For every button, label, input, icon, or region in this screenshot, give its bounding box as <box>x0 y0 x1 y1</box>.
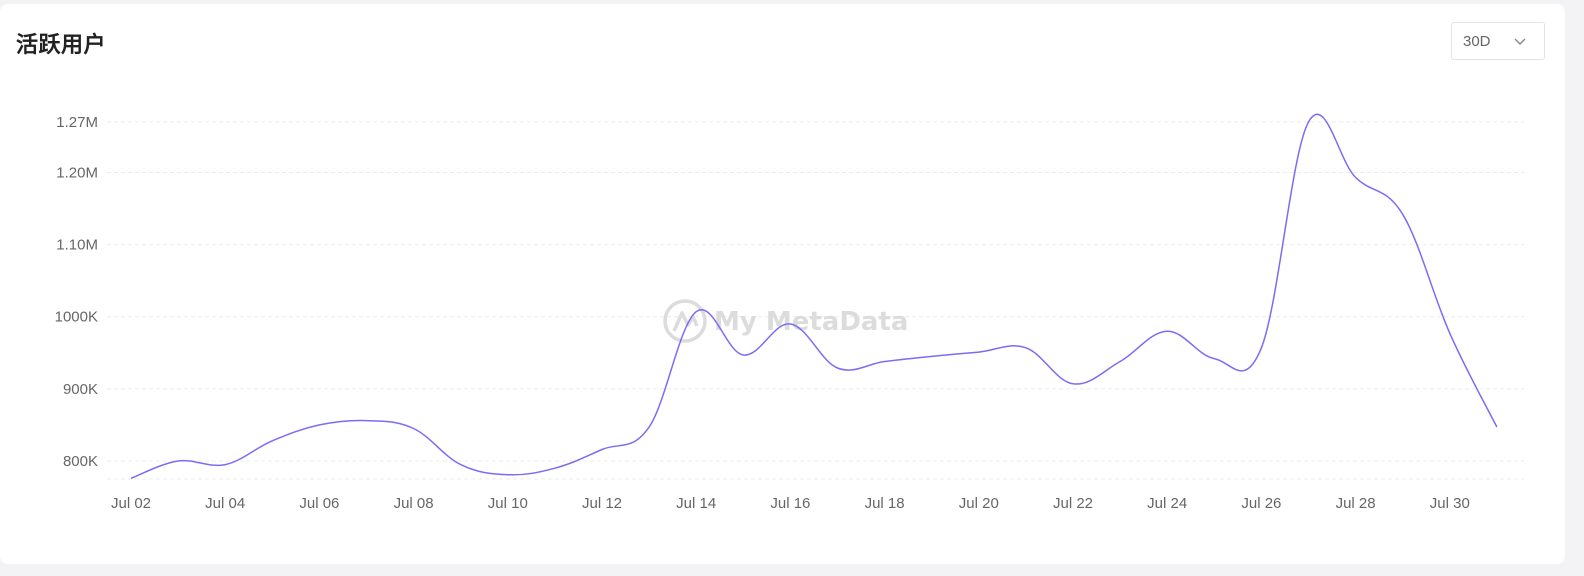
x-tick-label: Jul 14 <box>676 495 716 512</box>
data-point-jul-27[interactable] <box>1306 119 1312 125</box>
grid-lines <box>107 121 1524 480</box>
metadata-logo-icon <box>663 299 707 343</box>
watermark-text: My MetaData <box>714 307 908 337</box>
data-point-jul-28[interactable] <box>1353 175 1359 181</box>
y-tick-label: 1000K <box>55 309 98 326</box>
data-point-jul-26[interactable] <box>1258 345 1264 351</box>
data-point-jul-17[interactable] <box>835 365 841 371</box>
data-point-jul-16[interactable] <box>787 321 793 327</box>
x-tick-label: Jul 18 <box>865 495 905 512</box>
data-point-jul-22[interactable] <box>1070 381 1076 387</box>
data-point-jul-10[interactable] <box>505 472 511 478</box>
data-point-jul-13[interactable] <box>646 424 652 430</box>
data-point-jul-31[interactable] <box>1494 424 1500 430</box>
x-tick-label: Jul 28 <box>1336 495 1376 512</box>
data-point-jul-30[interactable] <box>1447 330 1453 336</box>
x-tick-label: Jul 26 <box>1241 495 1281 512</box>
x-tick-label: Jul 06 <box>299 495 339 512</box>
y-tick-label: 900K <box>63 381 98 398</box>
x-tick-label: Jul 02 <box>111 495 151 512</box>
data-point-jul-12[interactable] <box>599 446 605 452</box>
data-point-jul-06[interactable] <box>316 422 322 428</box>
y-tick-label: 1.10M <box>56 237 98 254</box>
y-tick-label: 1.20M <box>56 164 98 181</box>
data-point-jul-05[interactable] <box>269 438 275 444</box>
x-tick-label: Jul 12 <box>582 495 622 512</box>
time-range-select[interactable]: 30D <box>1451 22 1545 60</box>
data-point-jul-07[interactable] <box>364 418 370 424</box>
data-point-jul-14[interactable] <box>693 309 699 315</box>
data-point-jul-25[interactable] <box>1211 356 1217 362</box>
x-tick-label: Jul 04 <box>205 495 245 512</box>
data-point-jul-03[interactable] <box>175 458 181 464</box>
x-tick-label: Jul 22 <box>1053 495 1093 512</box>
x-tick-label: Jul 30 <box>1430 495 1470 512</box>
x-axis-ticks: Jul 02 Jul 04 Jul 06 Jul 08 Jul 10 Jul 12 Jul … <box>111 495 1470 512</box>
data-point-jul-02[interactable] <box>128 475 134 481</box>
active-users-line <box>130 113 1498 480</box>
data-point-jul-15[interactable] <box>740 352 746 358</box>
time-range-value: 30D <box>1463 33 1491 50</box>
x-tick-label: Jul 24 <box>1147 495 1187 512</box>
chart-title: 活跃用户 <box>16 33 107 58</box>
y-tick-label: 1.27M <box>56 114 98 131</box>
x-tick-label: Jul 20 <box>959 495 999 512</box>
data-point-jul-24[interactable] <box>1164 328 1170 334</box>
data-point-jul-29[interactable] <box>1400 211 1406 217</box>
data-point-jul-18[interactable] <box>882 358 888 364</box>
data-point-jul-23[interactable] <box>1117 358 1123 364</box>
data-point-jul-09[interactable] <box>458 462 464 468</box>
y-tick-label: 800K <box>63 453 98 470</box>
y-axis-ticks: 800K 900K 1000K 1.10M 1.20M 1.27M <box>55 114 98 470</box>
x-tick-label: Jul 16 <box>770 495 810 512</box>
data-point-jul-20[interactable] <box>976 349 982 355</box>
data-point-jul-11[interactable] <box>552 465 558 471</box>
active-users-card: 活跃用户 30D <box>0 4 1565 564</box>
x-tick-label: Jul 10 <box>488 495 528 512</box>
x-tick-label: Jul 08 <box>394 495 434 512</box>
data-point-jul-04[interactable] <box>222 462 228 468</box>
chevron-down-icon <box>1514 38 1526 45</box>
data-point-jul-08[interactable] <box>411 426 417 432</box>
watermark: My MetaData <box>663 299 908 343</box>
data-point-jul-19[interactable] <box>929 353 935 359</box>
data-point-jul-21[interactable] <box>1023 345 1029 351</box>
